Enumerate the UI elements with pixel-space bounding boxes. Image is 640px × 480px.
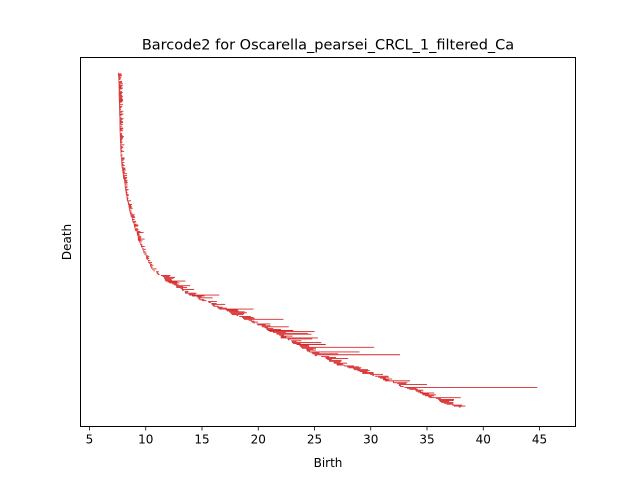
x-tick-label: 20 bbox=[251, 433, 266, 447]
chart-title: Barcode2 for Oscarella_pearsei_CRCL_1_fi… bbox=[142, 38, 514, 54]
x-tick-label: 15 bbox=[194, 433, 209, 447]
x-tick-label: 5 bbox=[86, 433, 94, 447]
x-axis-ticks: 5 10 15 20 25 30 35 40 45 bbox=[86, 426, 547, 447]
y-axis-label: Death bbox=[60, 224, 74, 260]
plot-area-frame bbox=[80, 57, 576, 427]
x-tick-label: 30 bbox=[363, 433, 378, 447]
x-tick-label: 35 bbox=[419, 433, 434, 447]
barcode-bars bbox=[117, 72, 538, 408]
x-tick-label: 25 bbox=[307, 433, 322, 447]
x-axis-label: Birth bbox=[314, 456, 343, 470]
x-tick-label: 40 bbox=[476, 433, 491, 447]
x-tick-label: 10 bbox=[138, 433, 153, 447]
x-tick-label: 45 bbox=[532, 433, 547, 447]
